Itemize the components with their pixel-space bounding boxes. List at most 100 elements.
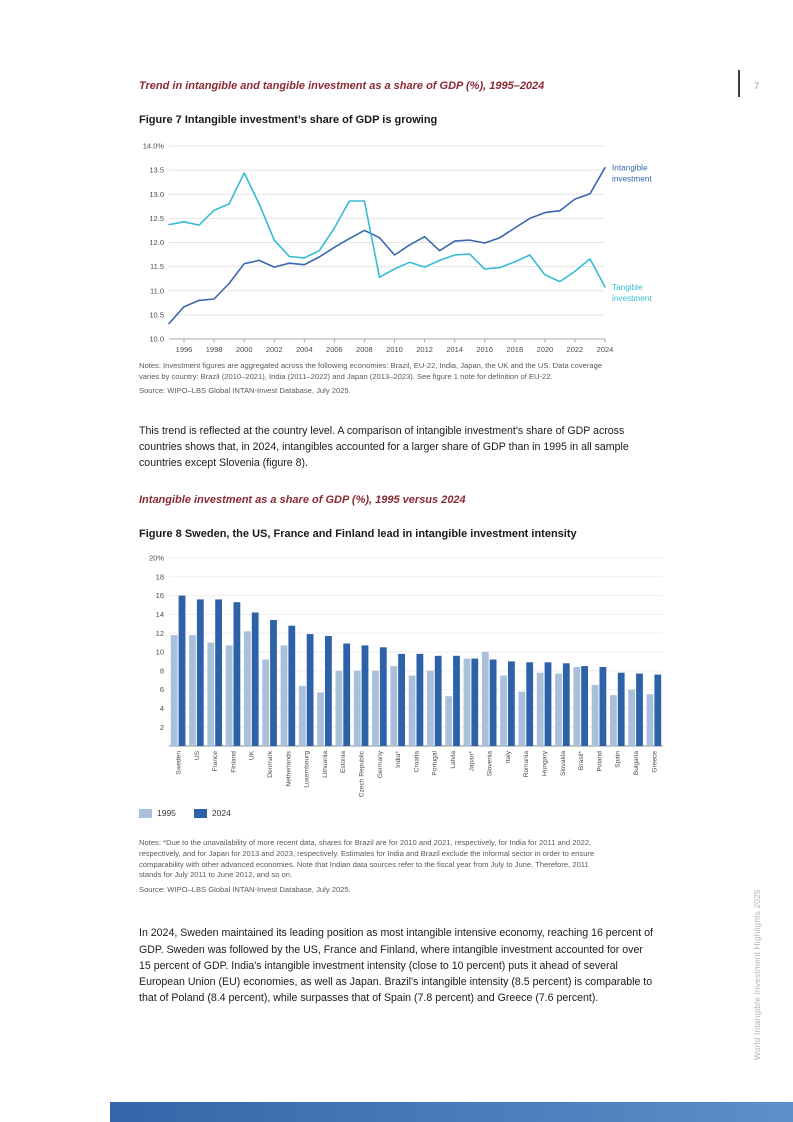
svg-text:2000: 2000 <box>236 345 253 354</box>
svg-text:14: 14 <box>156 610 164 619</box>
bar-2024 <box>251 612 259 747</box>
svg-text:12.5: 12.5 <box>149 214 164 223</box>
category-label: Denmark <box>267 751 274 778</box>
bar-2024 <box>215 599 222 747</box>
bar-2024 <box>489 659 497 747</box>
svg-text:12.0: 12.0 <box>149 238 164 247</box>
bar-1995 <box>372 671 379 747</box>
category-label: Czech Republic <box>359 751 366 798</box>
category-label: Poland <box>596 751 603 772</box>
legend-label-1995: 1995 <box>157 808 176 819</box>
bar-1995 <box>500 675 507 747</box>
category-label: Estonia <box>340 751 347 773</box>
bar-1995 <box>170 635 178 747</box>
category-label: Bulgaria <box>633 751 640 776</box>
page-corner-rule <box>738 70 740 97</box>
bar-1995 <box>628 689 636 747</box>
bar-2024 <box>581 666 588 747</box>
bar-2024 <box>416 654 424 747</box>
figure7-title: Figure 7 Intangible investment’s share o… <box>139 114 438 126</box>
legend-swatch-2024 <box>193 808 207 818</box>
bar-1995 <box>390 666 398 747</box>
bar-1995 <box>555 673 562 747</box>
bar-1995 <box>353 671 361 747</box>
bar-1995 <box>481 652 489 747</box>
paragraph-2: In 2024, Sweden maintained its leading p… <box>139 927 653 1005</box>
bar-2024 <box>325 636 332 747</box>
category-label: Spain <box>615 751 622 768</box>
bar-1995 <box>225 645 233 747</box>
category-label: Netherlands <box>285 751 292 787</box>
bar-1995 <box>573 667 581 747</box>
bar-2024 <box>306 634 314 747</box>
legend-label-2024: 2024 <box>211 808 231 819</box>
svg-text:2022: 2022 <box>567 345 584 354</box>
svg-text:2014: 2014 <box>446 345 463 354</box>
line-tangible <box>168 172 606 288</box>
bar-1995 <box>518 691 526 747</box>
section2-kicker: Intangible investment as a share of GDP … <box>139 494 466 507</box>
svg-text:2006: 2006 <box>326 345 343 354</box>
figure8-bar-chart: 2 4 6 8 10 12 14 16 18 20% Sweden US France Finland UK… <box>149 554 663 798</box>
footer-accent-bar <box>110 1102 793 1122</box>
series-label: investment <box>612 294 652 303</box>
bar-2024 <box>233 602 241 747</box>
bar-1995 <box>262 659 270 747</box>
svg-text:10.0: 10.0 <box>149 335 164 344</box>
svg-text:10: 10 <box>156 648 164 657</box>
category-label: Luxembourg <box>304 751 311 788</box>
svg-text:2024: 2024 <box>597 345 614 354</box>
bar-2024 <box>562 663 570 747</box>
category-label: Latvia <box>450 751 457 769</box>
category-label: France <box>212 751 219 772</box>
svg-text:18: 18 <box>156 573 164 582</box>
bar-1995 <box>189 635 196 747</box>
bar-2024 <box>178 595 186 747</box>
figure7-source: Source: WIPO–LBS Global INTAN-Invest Dat… <box>139 386 351 396</box>
figure8-title: Figure 8 Sweden, the US, France and Finl… <box>139 528 577 541</box>
svg-text:14.0%: 14.0% <box>143 142 165 151</box>
legend-item-2024: 2024 <box>193 808 231 819</box>
section1-kicker: Trend in intangible and tangible investm… <box>139 80 545 92</box>
bar-2024 <box>471 658 479 747</box>
category-label: Hungary <box>542 751 549 777</box>
bar-1995 <box>646 694 654 747</box>
bar-2024 <box>636 673 643 747</box>
svg-text:8: 8 <box>160 667 164 676</box>
svg-text:20%: 20% <box>149 554 164 563</box>
page-number: 7 <box>754 81 760 92</box>
svg-text:11.5: 11.5 <box>150 262 164 271</box>
bar-1995 <box>244 631 251 747</box>
bar-2024 <box>343 643 351 747</box>
category-label: Croatia <box>413 751 420 773</box>
bar-2024 <box>398 654 405 747</box>
category-label: Germany <box>377 751 384 779</box>
category-label: Romania <box>523 751 530 778</box>
svg-text:13.5: 13.5 <box>149 166 164 175</box>
bar-2024 <box>526 662 534 747</box>
category-label: UK <box>249 751 256 761</box>
page-content: Trend in intangible and tangible investm… <box>139 80 663 1006</box>
svg-text:2010: 2010 <box>386 345 403 354</box>
figure7-notes: Notes: Investment figures are aggregated… <box>139 361 603 381</box>
svg-text:1996: 1996 <box>176 345 193 354</box>
bar-2024 <box>617 673 625 747</box>
bar-2024 <box>599 667 607 747</box>
figure7-line-chart: 10.0 10.5 11.0 11.5 12.0 12.5 13.0 13.5 14.0% 199… <box>143 142 653 354</box>
svg-text:2012: 2012 <box>416 345 433 354</box>
bar-1995 <box>280 645 288 747</box>
bar-2024 <box>453 656 460 747</box>
svg-text:11.0: 11.0 <box>150 286 164 295</box>
category-label: Italy <box>505 751 512 764</box>
figure8-source: Source: WIPO–LBS Global INTAN-Invest Dat… <box>139 884 351 894</box>
bar-1995 <box>610 695 617 747</box>
svg-text:12: 12 <box>156 629 164 638</box>
category-label: Finland <box>230 751 237 773</box>
category-label: Greece <box>651 751 658 773</box>
line-intangible <box>168 166 606 325</box>
svg-text:2016: 2016 <box>476 345 493 354</box>
bar-1995 <box>591 685 599 747</box>
svg-text:2018: 2018 <box>506 345 523 354</box>
bar-2024 <box>434 656 442 747</box>
